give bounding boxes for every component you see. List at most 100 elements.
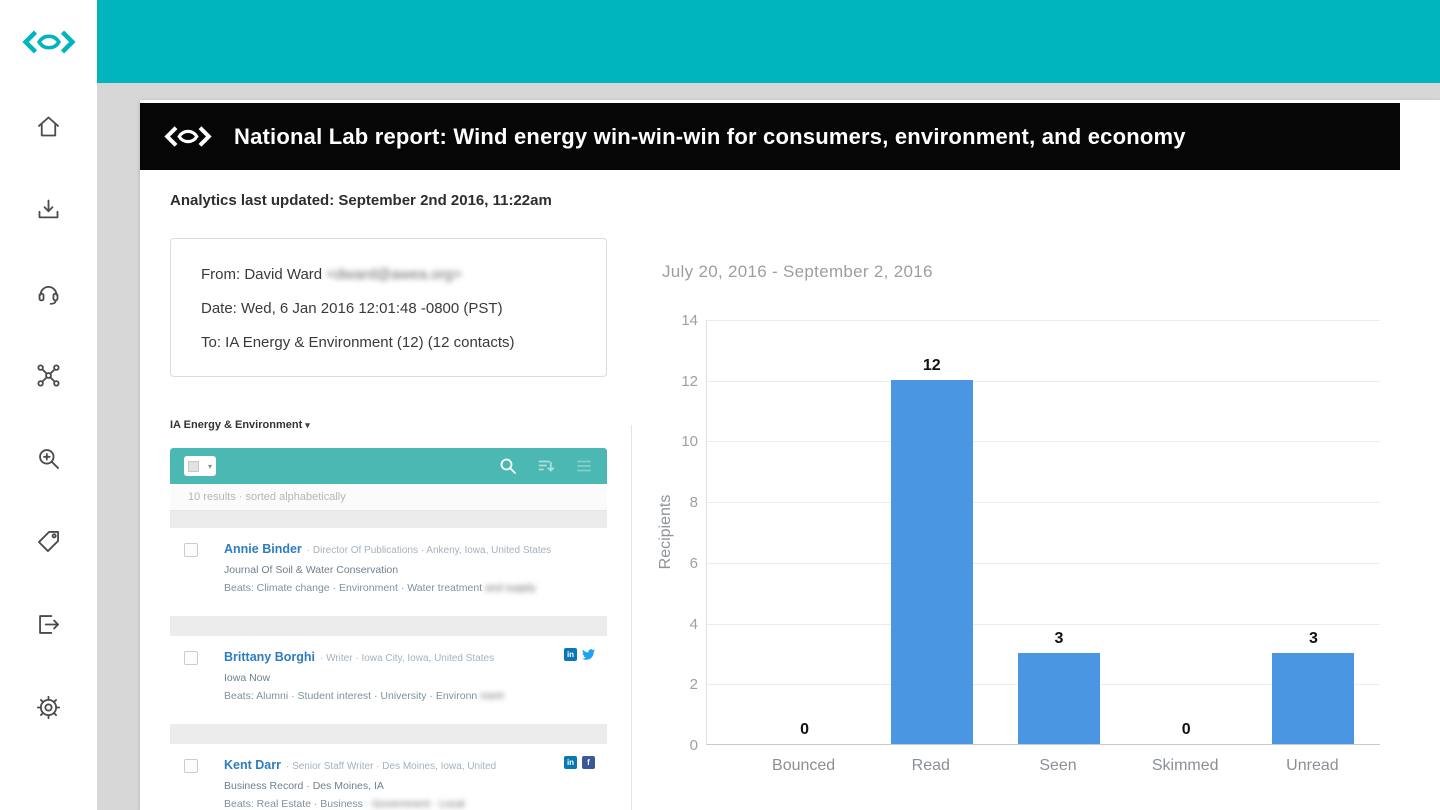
x-axis-category-label: Skimmed (1151, 757, 1219, 774)
email-from: From: David Ward (201, 266, 323, 283)
bar-slot: 3 (1250, 320, 1377, 744)
bar-value-label: 0 (800, 721, 810, 738)
contact-group-name: IA Energy & Environment (170, 419, 303, 431)
email-date-line: Date: Wed, 6 Jan 2016 12:01:48 -0800 (PS… (201, 300, 503, 317)
y-axis-tick-label: 8 (689, 494, 698, 512)
sort-icon[interactable] (537, 457, 555, 475)
app-logo-icon[interactable] (0, 0, 97, 83)
bar-slot: 0 (741, 320, 868, 744)
contact-name-line: Kent Darr · Senior Staff Writer · Des Moi… (224, 756, 593, 774)
x-labels: Bounced Read Seen Skimmed Unread (740, 757, 1376, 775)
contact-org: Journal Of Soil & Water Conservation (224, 564, 399, 576)
contact-checkbox[interactable] (184, 759, 198, 773)
chevron-down-icon: ▾ (207, 461, 212, 471)
bar-value-label: 3 (1054, 629, 1064, 647)
gridline (707, 502, 1380, 504)
gridline (707, 623, 1380, 625)
plot-area: 0 12 3 0 3 (706, 320, 1380, 745)
email-from-line: From: David Ward <dward@awea.org> (201, 265, 606, 285)
contact-body: Brittany Borghi · Writer · Iowa City, Iow… (224, 648, 593, 702)
contact-group-dropdown[interactable]: IA Energy & Environment ▾ (170, 419, 310, 431)
contact-name[interactable]: Kent Darr (224, 758, 281, 772)
panel-divider (631, 425, 632, 810)
contact-beats: Beats: Real Estate · Business (224, 798, 363, 810)
bar-value-label: 12 (922, 356, 941, 374)
contact-socials: in (564, 648, 595, 661)
downloads-icon[interactable] (35, 196, 62, 223)
chart-panel: July 20, 2016 - September 2, 2016 Recipi… (630, 240, 1440, 810)
bar-value-label: 3 (1308, 629, 1318, 647)
contact-name-line: Brittany Borghi · Writer · Iowa City, Iow… (224, 648, 593, 666)
contact-body: Annie Binder · Director Of Publications ·… (224, 540, 593, 594)
email-from-address-blurred: <dward@awea.org> (326, 266, 462, 283)
settings-gear-icon[interactable] (35, 694, 62, 721)
email-meta-box: From: David Ward <dward@awea.org> Date: … (170, 238, 607, 377)
y-axis-tick-label: 12 (681, 372, 698, 390)
linkedin-icon[interactable]: in (564, 648, 577, 661)
contact-body: Kent Darr · Senior Staff Writer · Des Moi… (224, 756, 593, 810)
y-axis-tick-label: 0 (689, 737, 698, 754)
twitter-icon[interactable] (582, 648, 595, 661)
linkedin-icon[interactable]: in (564, 756, 577, 769)
report-logo-icon (165, 125, 211, 148)
bar (1018, 652, 1100, 744)
contact-checkbox[interactable] (184, 651, 198, 665)
select-all-checkbox[interactable] (188, 460, 199, 472)
contact-name-line: Annie Binder · Director Of Publications ·… (224, 540, 593, 558)
contact-list-toolbar: ▾ (170, 448, 607, 484)
bar-slot: 0 (1123, 320, 1250, 744)
contact-row: Annie Binder · Director Of Publications ·… (170, 528, 607, 616)
report-titlebar: National Lab report: Wind energy win-win… (140, 103, 1400, 170)
top-navbar (97, 0, 1440, 83)
contact-beats-line: Beats: Real Estate · Business · Governme… (224, 798, 593, 810)
search-plus-icon[interactable] (35, 445, 62, 472)
contact-beats-blurred: · Government · Local (365, 798, 465, 810)
bar (890, 379, 973, 744)
gridline (707, 320, 1380, 321)
y-axis-tick-label: 10 (681, 433, 698, 451)
bar-slot: 3 (995, 320, 1122, 744)
search-icon[interactable] (499, 457, 517, 475)
select-all-dropdown[interactable]: ▾ (184, 456, 216, 476)
facebook-icon[interactable]: f (582, 756, 595, 769)
contact-beats-line: Beats: Alumni · Student interest · Unive… (224, 690, 593, 702)
export-icon[interactable] (35, 611, 62, 638)
report-title: National Lab report: Wind energy win-win… (234, 123, 1186, 149)
email-to-line: To: IA Energy & Environment (12) (12 con… (201, 334, 515, 351)
gridline (707, 441, 1380, 443)
bar (1272, 652, 1355, 744)
y-axis-tick-label: 14 (681, 312, 698, 329)
toolbar-icons (499, 457, 593, 475)
contact-name[interactable]: Brittany Borghi (224, 650, 315, 664)
tag-icon[interactable] (35, 528, 62, 555)
analytics-updated-text: Analytics last updated: September 2nd 20… (170, 192, 552, 209)
contact-beats: Beats: Alumni · Student interest · Unive… (224, 690, 478, 702)
sidebar (0, 0, 97, 810)
y-axis-tick-label: 4 (689, 615, 698, 633)
x-axis-category-label: Read (911, 757, 950, 774)
contact-beats-line: Beats: Climate change · Environment · Wa… (224, 582, 593, 594)
contact-org: Iowa Now (224, 672, 271, 684)
sidebar-nav (0, 113, 97, 721)
x-axis-category-label: Seen (1039, 757, 1077, 774)
contact-rows: Annie Binder · Director Of Publications ·… (170, 511, 607, 810)
gridline (707, 380, 1380, 382)
bar-value-label: 0 (1181, 721, 1191, 738)
contact-beats-blurred: ment (480, 690, 504, 702)
contact-checkbox[interactable] (184, 543, 198, 557)
contact-beats-blurred: and supply (485, 582, 536, 594)
contact-row: Kent Darr · Senior Staff Writer · Des Moi… (170, 744, 607, 810)
home-icon[interactable] (35, 113, 62, 140)
contact-org: Business Record · Des Moines, IA (224, 780, 384, 792)
contact-name[interactable]: Annie Binder (224, 542, 302, 556)
y-axis-tick-label: 2 (689, 676, 698, 694)
connections-icon[interactable] (35, 362, 62, 389)
contact-meta: · Senior Staff Writer · Des Moines, Iowa… (285, 761, 497, 772)
x-axis-category-label: Unread (1286, 757, 1339, 774)
contact-socials: in f (564, 756, 595, 769)
report-card: National Lab report: Wind energy win-win… (140, 100, 1440, 810)
support-headset-icon[interactable] (35, 279, 62, 306)
contact-meta: · Writer · Iowa City, Iowa, United State… (319, 653, 495, 664)
chevron-down-icon: ▾ (305, 420, 310, 430)
list-view-icon[interactable] (575, 457, 593, 475)
